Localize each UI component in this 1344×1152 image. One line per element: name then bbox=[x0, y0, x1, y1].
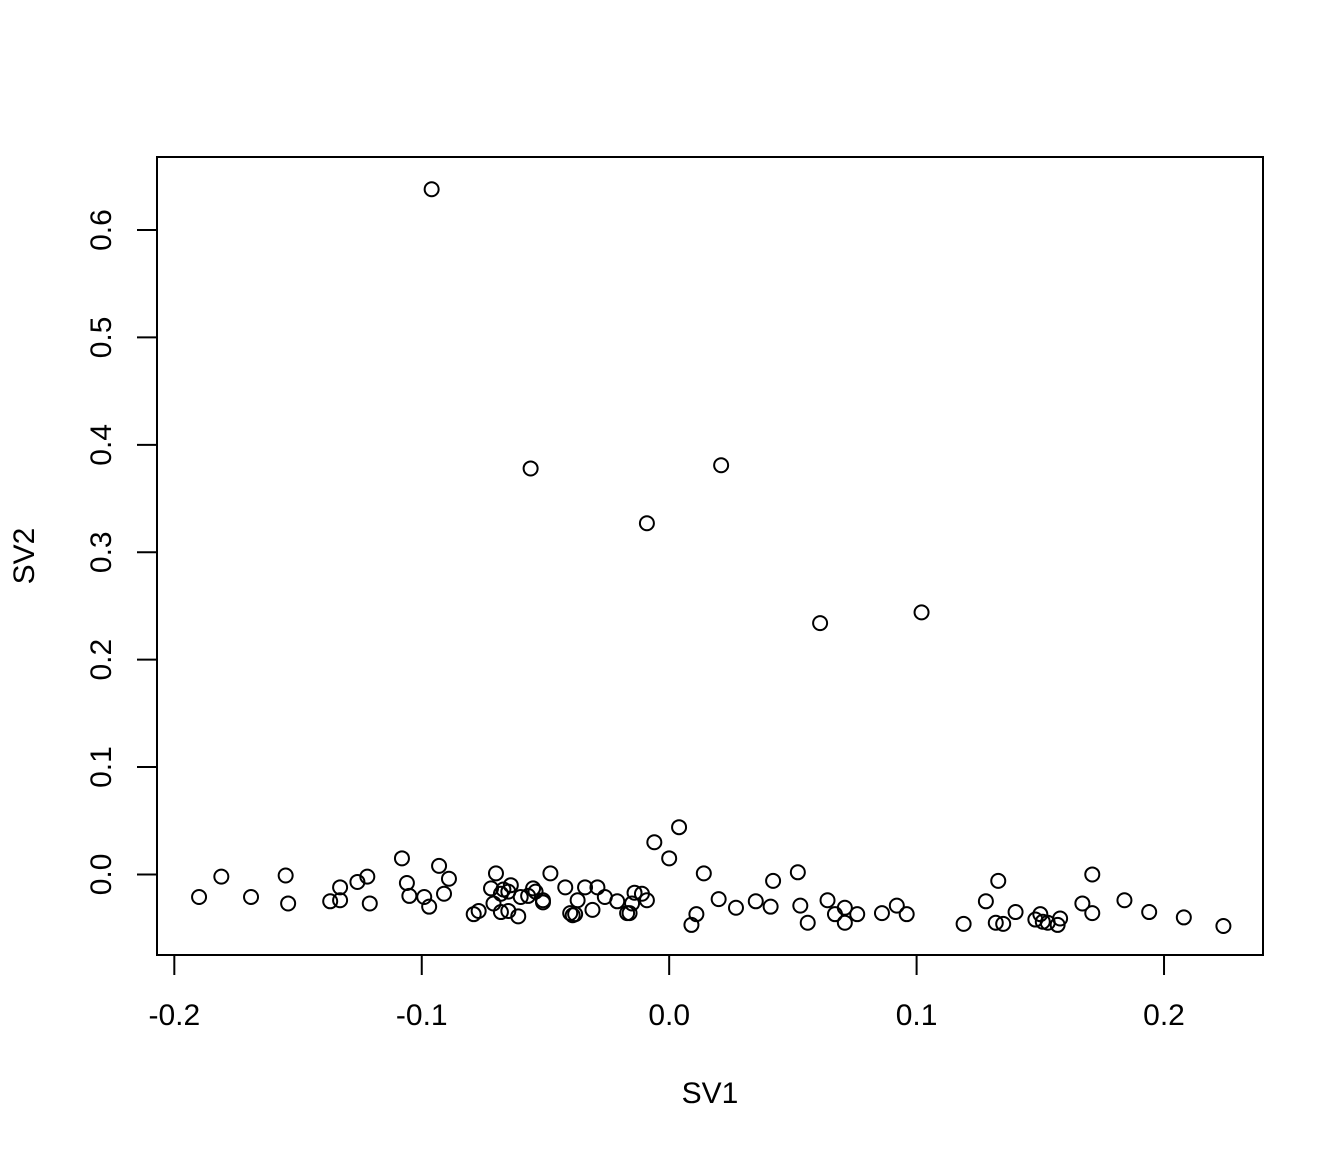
scatter-point bbox=[191, 889, 208, 906]
scatter-point bbox=[661, 850, 678, 867]
scatter-point bbox=[569, 892, 586, 909]
x-axis: -0.2 -0.1 0.0 0.1 0.2 bbox=[148, 954, 1185, 1032]
scatter-point bbox=[485, 895, 502, 912]
scatter-point bbox=[913, 604, 930, 621]
scatter-point bbox=[819, 892, 836, 909]
scatter-point bbox=[789, 864, 806, 881]
scatter-point bbox=[638, 515, 655, 532]
scatter-point bbox=[1215, 918, 1232, 935]
scatter-point bbox=[1141, 904, 1158, 921]
x-axis-label: SV1 bbox=[682, 1077, 739, 1110]
scatter-point bbox=[465, 906, 482, 923]
scatter-point bbox=[1116, 892, 1133, 909]
y-axis-label: SV2 bbox=[8, 528, 41, 585]
scatter-point bbox=[836, 914, 853, 931]
scatter-point bbox=[522, 460, 539, 477]
scatter-point bbox=[836, 899, 853, 916]
scatter-point bbox=[487, 865, 504, 882]
scatter-point bbox=[765, 872, 782, 889]
scatter-point bbox=[1007, 904, 1024, 921]
scatter-point bbox=[534, 894, 551, 911]
scatter-point bbox=[243, 889, 260, 906]
scatter-point bbox=[567, 906, 584, 923]
scatter-point bbox=[638, 892, 655, 909]
scatter-point bbox=[710, 891, 727, 908]
scatter-point bbox=[361, 895, 378, 912]
scatter-point bbox=[542, 865, 559, 882]
scatter-point bbox=[322, 893, 339, 910]
scatter-point bbox=[423, 181, 440, 198]
y-tick-label: 0.4 bbox=[85, 424, 118, 466]
scatter-point bbox=[1074, 895, 1091, 912]
scatter-point bbox=[1084, 866, 1101, 883]
scatter-point bbox=[609, 893, 626, 910]
scatter-point bbox=[955, 915, 972, 932]
scatter-point bbox=[812, 615, 829, 632]
scatter-point bbox=[792, 897, 809, 914]
scatter-point bbox=[713, 457, 730, 474]
x-tick-label: 0.2 bbox=[1143, 999, 1185, 1032]
scatter-point bbox=[332, 892, 349, 909]
scatter-point bbox=[873, 905, 890, 922]
scatter-point bbox=[626, 884, 643, 901]
scatter-point bbox=[213, 868, 230, 885]
scatter-point bbox=[898, 906, 915, 923]
scatter-point bbox=[727, 899, 744, 916]
y-tick-label: 0.0 bbox=[85, 854, 118, 896]
y-tick-label: 0.1 bbox=[85, 746, 118, 788]
scatter-point bbox=[977, 893, 994, 910]
scatter-point bbox=[431, 857, 448, 874]
y-tick-label: 0.6 bbox=[85, 209, 118, 251]
scatter-point bbox=[621, 905, 638, 922]
scatter-point bbox=[398, 875, 415, 892]
scatter-point bbox=[557, 879, 574, 896]
scatter-point bbox=[512, 889, 529, 906]
scatter-point bbox=[416, 889, 433, 906]
y-axis: 0.0 0.1 0.2 0.3 0.4 0.5 0.6 bbox=[85, 209, 158, 896]
y-tick-label: 0.5 bbox=[85, 317, 118, 359]
scatter-point bbox=[492, 885, 509, 902]
scatter-point bbox=[1084, 905, 1101, 922]
data-points bbox=[191, 181, 1232, 935]
scatter-point bbox=[1052, 910, 1069, 927]
x-tick-label: 0.0 bbox=[648, 999, 690, 1032]
scatter-point bbox=[492, 904, 509, 921]
scatter-point bbox=[280, 895, 297, 912]
scatter-point bbox=[1175, 909, 1192, 926]
scatter-point bbox=[510, 908, 527, 925]
scatter-point bbox=[987, 914, 1004, 931]
scatter-point bbox=[349, 873, 366, 890]
scatter-point bbox=[436, 885, 453, 902]
scatter-point bbox=[332, 879, 349, 896]
scatter-point bbox=[401, 887, 418, 904]
scatter-point bbox=[688, 906, 705, 923]
scatter-point bbox=[421, 898, 438, 915]
y-tick-label: 0.3 bbox=[85, 531, 118, 573]
x-tick-label: -0.2 bbox=[148, 999, 200, 1032]
scatter-point bbox=[277, 867, 294, 884]
x-tick-label: 0.1 bbox=[896, 999, 938, 1032]
scatter-point bbox=[799, 914, 816, 931]
scatter-point bbox=[990, 872, 1007, 889]
x-tick-label: -0.1 bbox=[396, 999, 448, 1032]
scatter-point bbox=[762, 898, 779, 915]
scatter-point bbox=[671, 819, 688, 836]
scatter-point bbox=[624, 895, 641, 912]
scatter-point bbox=[584, 901, 601, 918]
scatter-point bbox=[646, 834, 663, 851]
scatter-point bbox=[995, 915, 1012, 932]
scatter-point bbox=[577, 879, 594, 896]
scatter-point bbox=[440, 870, 457, 887]
scatter-point bbox=[393, 850, 410, 867]
scatter-point bbox=[849, 906, 866, 923]
scatter-point bbox=[888, 897, 905, 914]
scatter-point bbox=[470, 902, 487, 919]
plot-frame bbox=[156, 156, 1264, 956]
scatter-point bbox=[747, 893, 764, 910]
scatter-point bbox=[695, 865, 712, 882]
y-tick-label: 0.2 bbox=[85, 639, 118, 681]
